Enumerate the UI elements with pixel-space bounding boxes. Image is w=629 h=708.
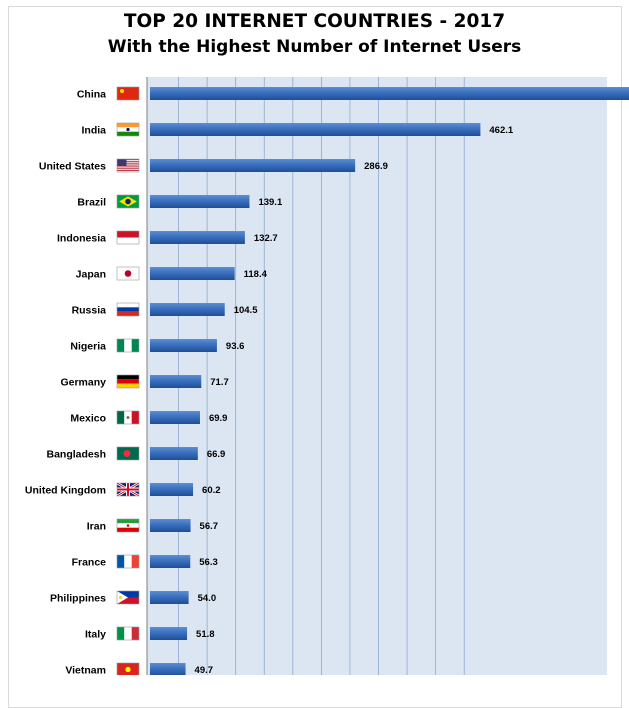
- china-flag: [116, 86, 140, 101]
- data-label: 54.0: [198, 593, 217, 604]
- italy-flag: [116, 626, 140, 641]
- chart-row: United Kingdom 60.2: [25, 481, 221, 498]
- chart-row: France 56.3: [72, 554, 218, 569]
- bar: [150, 195, 250, 208]
- chart-row: Germany 71.7: [60, 374, 229, 389]
- bar: [150, 303, 225, 316]
- iran-flag: [116, 518, 140, 533]
- nigeria-flag: [116, 338, 140, 353]
- bar: [150, 87, 629, 100]
- united-kingdom-flag: [116, 481, 140, 498]
- category-label: France: [72, 557, 107, 569]
- data-label: 60.2: [202, 485, 221, 496]
- chart-row: Brazil 139.1: [77, 194, 283, 209]
- data-label: 56.3: [199, 557, 218, 568]
- chart-rows: China731.4 India 462.1 United States 286.9 Br…: [25, 86, 629, 676]
- chart-row: Vietnam 49.7: [65, 662, 214, 676]
- chart-row: India 462.1: [81, 122, 514, 137]
- chart-row: Philippines 54.0: [50, 590, 217, 605]
- category-label: Japan: [76, 269, 106, 281]
- data-label: 71.7: [210, 377, 229, 388]
- category-label: Bangladesh: [46, 449, 106, 461]
- category-label: Germany: [60, 377, 106, 389]
- data-label: 69.9: [209, 413, 228, 424]
- bar: [150, 555, 191, 568]
- data-label: 462.1: [489, 125, 513, 136]
- plot-area: [147, 77, 607, 675]
- russia-flag: [116, 302, 140, 317]
- chart-row: Nigeria 93.6: [70, 338, 245, 353]
- bar: [150, 159, 356, 172]
- chart-row: Iran 56.7: [87, 518, 219, 533]
- india-flag: [116, 122, 140, 137]
- data-label: 104.5: [234, 305, 258, 316]
- bar: [150, 591, 189, 604]
- data-label: 118.4: [244, 269, 268, 280]
- bar: [150, 339, 217, 352]
- japan-flag: [116, 266, 140, 281]
- data-label: 51.8: [196, 629, 215, 640]
- bar: [150, 447, 198, 460]
- chart-row: China731.4: [77, 86, 629, 101]
- bar-chart: China731.4 India 462.1 United States 286.9 Br…: [25, 77, 629, 676]
- chart-row: Bangladesh 66.9: [46, 446, 226, 461]
- data-label: 132.7: [254, 233, 278, 244]
- bar: [150, 663, 186, 675]
- bar: [150, 231, 245, 244]
- mexico-flag: [116, 410, 140, 425]
- data-label: 93.6: [226, 341, 245, 352]
- brazil-flag: [116, 194, 140, 209]
- category-label: Vietnam: [65, 665, 106, 676]
- germany-flag: [116, 374, 140, 389]
- category-label: Mexico: [70, 413, 106, 425]
- vietnam-flag: [116, 662, 140, 675]
- category-label: Iran: [87, 521, 106, 533]
- data-label: 66.9: [207, 449, 226, 460]
- chart-subtitle: With the Highest Number of Internet User…: [107, 37, 522, 57]
- data-label: 286.9: [364, 161, 388, 172]
- data-label: 56.7: [200, 521, 219, 532]
- category-label: Nigeria: [70, 341, 106, 353]
- bar: [150, 267, 235, 280]
- bangladesh-flag: [116, 446, 140, 461]
- chart-row: Mexico 69.9: [70, 410, 228, 425]
- category-label: India: [81, 125, 106, 137]
- category-label: Indonesia: [57, 233, 106, 245]
- category-label: United States: [39, 161, 106, 173]
- bar: [150, 375, 202, 388]
- category-label: China: [77, 89, 106, 101]
- bar: [150, 519, 191, 532]
- indonesia-flag: [116, 230, 140, 245]
- bar: [150, 483, 194, 496]
- philippines-flag: [116, 590, 140, 605]
- chart-row: Indonesia 132.7: [57, 230, 278, 245]
- category-label: Russia: [72, 305, 107, 317]
- category-label: Italy: [85, 629, 106, 641]
- united-states-flag: [116, 158, 140, 173]
- category-label: Brazil: [77, 197, 106, 209]
- bar: [150, 123, 481, 136]
- bar: [150, 627, 188, 640]
- bar: [150, 411, 200, 424]
- data-label: 139.1: [258, 197, 282, 208]
- chart-row: Italy 51.8: [85, 626, 215, 641]
- france-flag: [116, 554, 140, 569]
- chart-row: Japan 118.4: [76, 266, 268, 281]
- chart-row: Russia 104.5: [72, 302, 258, 317]
- data-label: 49.7: [195, 665, 214, 675]
- category-label: Philippines: [50, 593, 106, 605]
- category-label: United Kingdom: [25, 485, 106, 497]
- chart-row: United States 286.9: [39, 158, 388, 173]
- chart-title: TOP 20 INTERNET COUNTRIES - 2017: [123, 11, 506, 32]
